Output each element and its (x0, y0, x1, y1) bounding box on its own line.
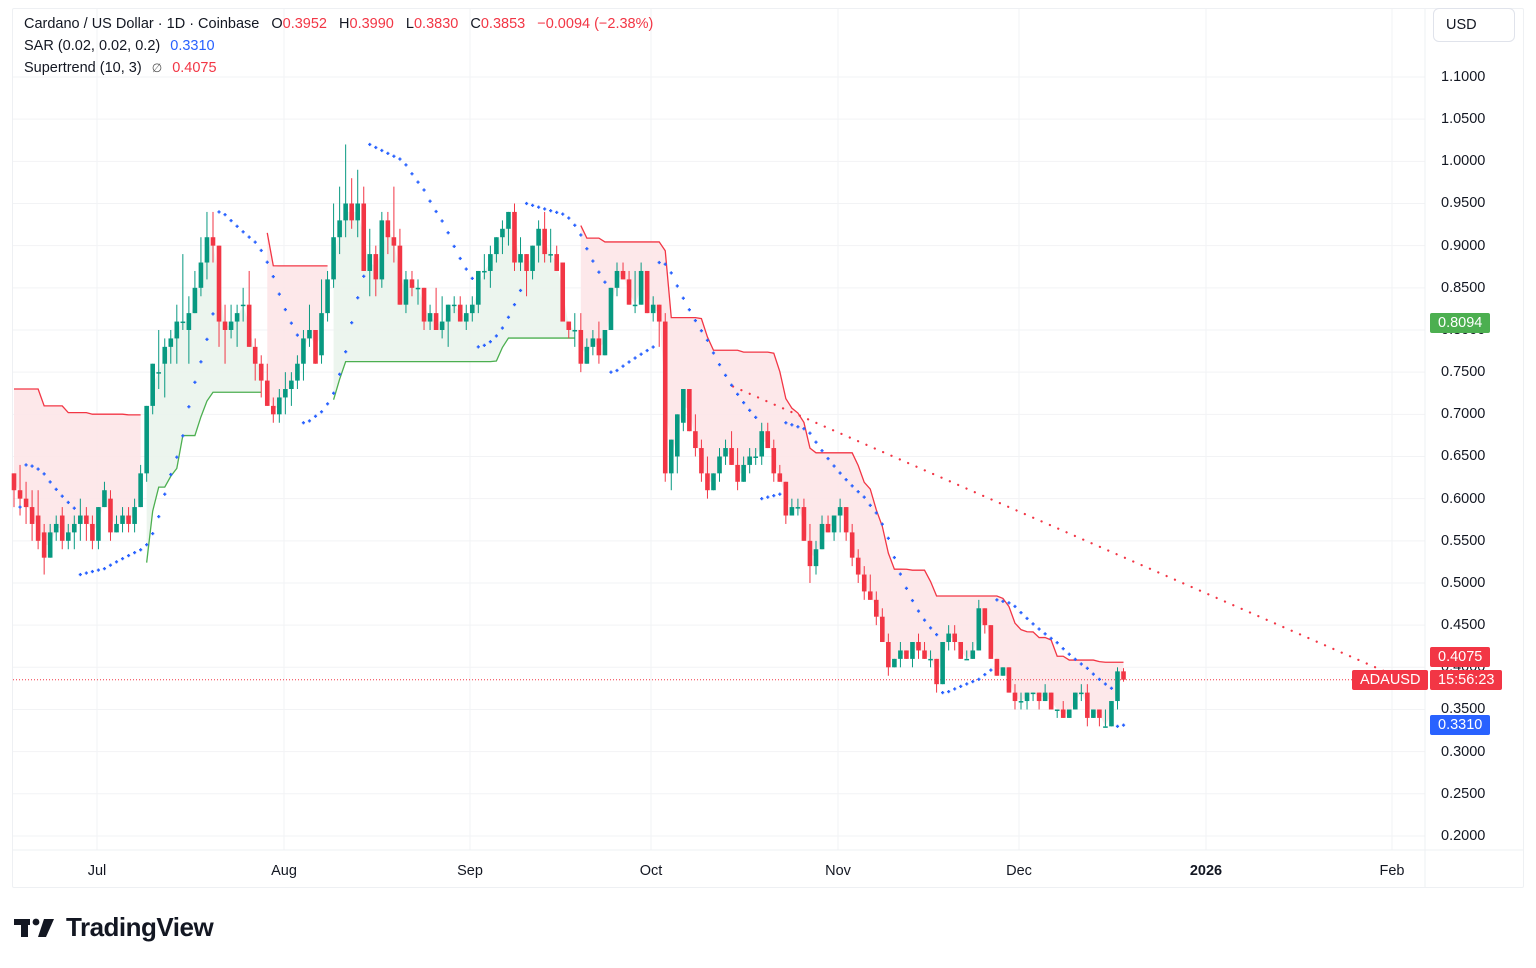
price-axis-label: 0.3500 (1441, 701, 1486, 718)
price-axis-label: 0.3000 (1441, 743, 1486, 760)
price-axis-label: 0.9000 (1441, 237, 1486, 254)
chart-grid (13, 9, 1524, 888)
supertrend-price-tag: 0.4075 (1430, 647, 1491, 667)
tradingview-logo-icon (14, 918, 54, 937)
symbol-price-tag: ADAUSD (1352, 670, 1429, 690)
hidden-source-icon: ∅ (151, 61, 163, 75)
tradingview-logo-text: TradingView (66, 912, 214, 942)
dotted-trendline (731, 385, 1387, 673)
price-axis-label: 0.5500 (1441, 532, 1486, 549)
time-axis-label: Oct (639, 863, 663, 879)
ohlc-change: −0.0094 (−2.38%) (537, 16, 654, 32)
time-axis-label: Sep (457, 863, 483, 879)
price-axis-label: 1.0500 (1441, 111, 1486, 128)
tradingview-logo[interactable]: TradingView (14, 912, 214, 943)
supertrend-line (14, 225, 1124, 663)
time-axis-label: Feb (1379, 863, 1405, 879)
time-axis-label: Dec (1006, 863, 1032, 879)
price-axis-label: 0.7500 (1441, 364, 1486, 381)
supertrend-fill (14, 211, 1124, 727)
level-price-tag: 0.8094 (1430, 313, 1491, 333)
price-axis-label: 0.9500 (1441, 195, 1486, 212)
price-axis-label: 0.2500 (1441, 785, 1486, 802)
time-axis-label: Aug (271, 863, 297, 879)
bar-countdown-tag: 15:56:23 (1430, 670, 1503, 690)
price-axis-label: 0.4500 (1441, 617, 1486, 634)
price-axis-label: 0.8500 (1441, 279, 1486, 296)
parabolic-sar-series (18, 142, 1126, 728)
price-axis-label: 0.6500 (1441, 448, 1486, 465)
sar-price-tag: 0.3310 (1430, 715, 1491, 735)
sar-indicator-name: SAR (0.02, 0.02, 0.2) (24, 38, 161, 54)
price-axis-label: 0.6000 (1441, 490, 1486, 507)
ohlc-high: H0.3990 (339, 16, 394, 32)
ohlc-close: C0.3853 (470, 16, 526, 32)
price-axis-label: 0.7000 (1441, 406, 1486, 423)
supertrend-indicator-name: Supertrend (10, 3) (24, 60, 142, 76)
time-axis-label: Nov (825, 863, 851, 879)
chart-frame (12, 8, 1524, 888)
price-axis-label: 0.5000 (1441, 574, 1486, 591)
indicator-legend-sar[interactable]: SAR (0.02, 0.02, 0.2) 0.3310 (24, 36, 215, 56)
sar-indicator-value: 0.3310 (170, 38, 215, 54)
ohlc-low: L0.3830 (405, 16, 459, 32)
price-axis-label: 1.1000 (1441, 69, 1486, 85)
symbol-title: Cardano / US Dollar · 1D · Coinbase (24, 16, 260, 32)
time-axis-label: Jul (87, 863, 107, 879)
price-axis-label: 0.2000 (1441, 827, 1486, 844)
candlestick-series (11, 144, 1126, 728)
symbol-legend: Cardano / US Dollar · 1D · Coinbase O0.3… (24, 14, 653, 34)
currency-button[interactable]: USD (1433, 8, 1515, 42)
price-axis-label: 1.0000 (1441, 153, 1486, 170)
supertrend-indicator-value: 0.4075 (172, 60, 217, 76)
indicator-legend-supertrend[interactable]: Supertrend (10, 3) ∅ 0.4075 (24, 58, 217, 78)
time-axis-label: 2026 (1189, 863, 1223, 879)
ohlc-open: O0.3952 (271, 16, 327, 32)
